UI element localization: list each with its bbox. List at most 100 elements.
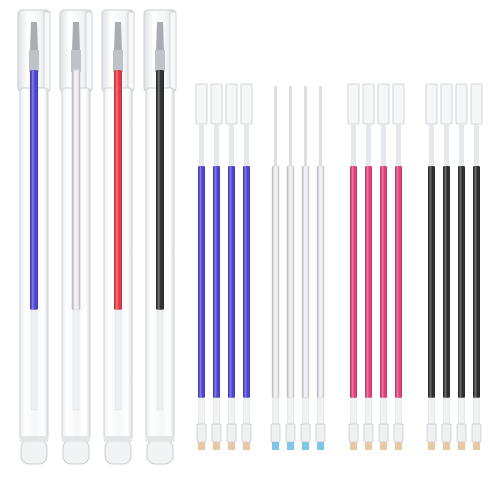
pen-tip-collar — [71, 50, 81, 72]
pen-tube-tail — [30, 309, 38, 411]
refill-ink-shade — [395, 166, 402, 398]
refill-plug-tip — [365, 442, 372, 450]
refill — [362, 83, 375, 450]
refill-tail — [272, 397, 279, 425]
pen-eraser-band — [20, 436, 48, 442]
refills-blue — [195, 83, 253, 450]
refill-plug-tip — [443, 442, 450, 450]
refill-ink-shade — [365, 166, 372, 398]
refills-white — [270, 86, 326, 450]
refill-tail — [350, 397, 357, 425]
refill-ink-shade — [228, 166, 235, 398]
refill-plug-tip — [287, 442, 294, 450]
pen-ink-shade — [30, 70, 38, 310]
refill-ink-shade — [458, 166, 465, 398]
refill-plug-tip — [395, 442, 402, 450]
refill — [300, 86, 311, 450]
refill-plug-tip — [473, 442, 480, 450]
refill-ink-shade — [213, 166, 220, 398]
refill-tail — [317, 397, 324, 425]
refill-plug-tip — [458, 442, 465, 450]
pen-eraser — [146, 439, 174, 465]
pen-eraser — [62, 439, 90, 465]
refill-ink-shade — [350, 166, 357, 398]
refill-tail — [228, 397, 235, 425]
refill-tip — [440, 83, 453, 125]
pen-blue — [17, 9, 51, 465]
refill-ink-shade — [302, 166, 309, 398]
refill-collar — [366, 124, 371, 166]
refill-collar — [429, 124, 434, 166]
refill-plug-tip — [380, 442, 387, 450]
pen-tube-tail — [72, 309, 80, 411]
refill-ink-shade — [317, 166, 324, 398]
refill-collar — [459, 124, 464, 166]
pen-eraser — [104, 439, 132, 465]
refill-plug-tip — [243, 442, 250, 450]
refill — [347, 83, 360, 450]
pen-clip — [43, 11, 51, 91]
pen-tube-tail — [114, 309, 122, 411]
refill — [315, 86, 326, 450]
refill-collar — [199, 124, 204, 166]
pen-eraser — [20, 439, 48, 465]
refill-plug-tip — [428, 442, 435, 450]
refill — [285, 86, 296, 450]
refill-plug — [363, 423, 374, 443]
pen-clip — [85, 11, 93, 91]
refill-tip — [195, 83, 208, 125]
refill-tail — [473, 397, 480, 425]
refill-tail — [458, 397, 465, 425]
refill-collar — [396, 124, 401, 166]
pen-ink-shade — [72, 70, 80, 310]
refill-plug — [348, 423, 359, 443]
refill — [225, 83, 238, 450]
refill-plug — [441, 423, 452, 443]
pen-black — [143, 9, 177, 465]
pen-clip — [169, 11, 177, 91]
refill-tip — [455, 83, 468, 125]
refill-tip — [392, 83, 405, 125]
refill-tip — [362, 83, 375, 125]
refill-collar — [444, 124, 449, 166]
refill-tip — [470, 83, 483, 125]
refill-ink-shade — [287, 166, 294, 398]
refill-tail — [395, 397, 402, 425]
refill-plug — [393, 423, 404, 443]
refill-tail — [365, 397, 372, 425]
refill-tip — [377, 83, 390, 125]
refill-plug — [378, 423, 389, 443]
refill-ink-shade — [473, 166, 480, 398]
refill-tail — [443, 397, 450, 425]
refill-tail — [428, 397, 435, 425]
refill-plug — [285, 423, 296, 443]
refill-plug-tip — [350, 442, 357, 450]
refill-plug — [196, 423, 207, 443]
refill-collar — [351, 124, 356, 166]
refill-plug — [456, 423, 467, 443]
refill-needle-tip — [304, 86, 307, 166]
refill — [470, 83, 483, 450]
refill-plug-tip — [198, 442, 205, 450]
refill-tail — [213, 397, 220, 425]
pens — [17, 9, 177, 465]
refill-tip — [425, 83, 438, 125]
pen-tip-collar — [29, 50, 39, 72]
refill-plug-tip — [317, 442, 324, 450]
pen-red — [101, 9, 135, 465]
pen-tip — [156, 22, 164, 52]
refill — [455, 83, 468, 450]
refill — [240, 83, 253, 450]
refill-tip — [225, 83, 238, 125]
refills — [195, 83, 483, 450]
pen-tip-collar — [113, 50, 123, 72]
pen-tip — [114, 22, 122, 52]
pen-eraser-band — [104, 436, 132, 442]
refill-tip — [240, 83, 253, 125]
refill-tip — [347, 83, 360, 125]
refill-tip — [210, 83, 223, 125]
refill — [425, 83, 438, 450]
refill-plug-tip — [302, 442, 309, 450]
refill-ink-shade — [272, 166, 279, 398]
